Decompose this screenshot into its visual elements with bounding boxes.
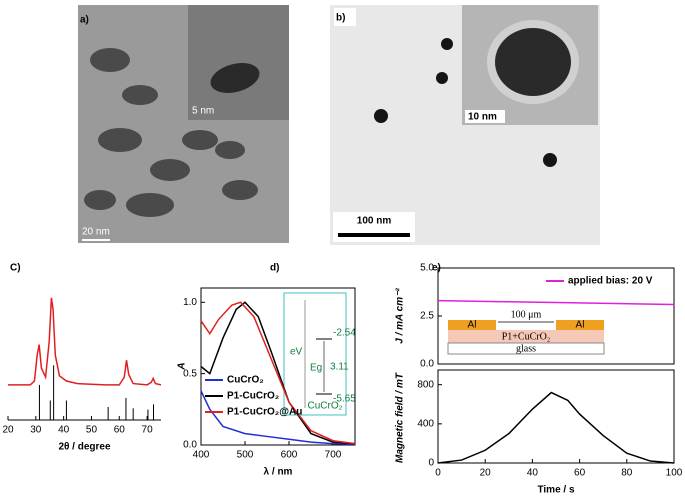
data-line <box>437 391 675 464</box>
x-tick-label: 700 <box>325 450 342 461</box>
x-tick-label: 60 <box>574 468 586 479</box>
y-axis-label: Magnetic field / mT <box>395 372 406 463</box>
x-tick-label: 50 <box>86 425 98 436</box>
scale-label: 5 nm <box>192 106 214 117</box>
scale-label: 100 nm <box>357 216 392 227</box>
y-axis-label: A <box>177 362 188 370</box>
panel-label: C) <box>10 263 21 274</box>
panel-label: b) <box>336 13 345 24</box>
y-tick-label: 400 <box>417 418 434 429</box>
x-axis-label: λ / nm <box>264 467 293 478</box>
x-tick-label: 30 <box>30 425 42 436</box>
y-axis-label: J / mA cm⁻² <box>395 288 406 344</box>
y-tick-label: 1.0 <box>183 297 197 308</box>
legend-label: CuCrO₂ <box>227 375 264 386</box>
legend-label: P1-CuCrO₂ <box>227 391 279 402</box>
y-tick-label: 800 <box>417 379 434 390</box>
electrode <box>556 320 604 330</box>
legend-label: applied bias: 20 V <box>568 276 653 287</box>
scale-label: 10 nm <box>468 112 497 123</box>
y-tick-label: 0.0 <box>183 440 197 451</box>
x-tick-label: 400 <box>193 450 210 461</box>
y-tick-label: 2.5 <box>420 311 434 322</box>
label-bg <box>334 8 356 26</box>
electrode-label: Al <box>576 320 585 331</box>
inset-frame <box>283 292 347 416</box>
particles <box>374 38 557 167</box>
data-line <box>8 297 162 386</box>
panel-label: d) <box>270 263 279 274</box>
x-tick-label: 500 <box>237 450 254 461</box>
scale-bg <box>465 110 505 123</box>
unit-label: eV <box>290 347 303 358</box>
x-tick-label: 0 <box>435 468 441 479</box>
level-label: -2.54 <box>333 328 356 339</box>
data-line <box>200 301 356 445</box>
y-tick-label: 0 <box>428 458 434 469</box>
particle <box>210 63 260 93</box>
film <box>448 330 604 343</box>
data-line <box>200 301 356 445</box>
x-tick-label: 80 <box>621 468 633 479</box>
y-tick-label: 5.0 <box>420 263 434 274</box>
data-line <box>437 299 675 306</box>
x-tick-label: 40 <box>527 468 539 479</box>
x-axis-label: Time / s <box>537 485 574 496</box>
x-tick-label: 40 <box>58 425 70 436</box>
scale-label: 20 nm <box>82 227 110 238</box>
legend-label: P1-CuCrO₂@Au <box>227 407 302 418</box>
x-tick-label: 20 <box>2 425 14 436</box>
panel-label: e) <box>432 263 441 274</box>
y-tick-label: 0.0 <box>420 359 434 370</box>
particles <box>84 48 258 217</box>
inset-image <box>188 5 289 120</box>
x-tick-label: 100 <box>666 468 683 479</box>
x-axis-label: 2θ / degree <box>58 442 111 453</box>
plot-frame <box>437 369 675 464</box>
core <box>495 28 571 96</box>
panel-label: a) <box>80 15 89 26</box>
gap-label: 100 μm <box>511 309 542 320</box>
eg-label: Eg <box>310 363 322 374</box>
x-tick-label: 20 <box>480 468 492 479</box>
y-tick-label: 0.5 <box>183 368 197 379</box>
electrode <box>448 320 496 330</box>
data-line <box>200 390 356 446</box>
substrate <box>447 342 605 355</box>
level-label: -5.65 <box>333 394 356 405</box>
material-label: CuCrO₂ <box>308 401 343 412</box>
gap-label: 3.11 <box>330 362 349 373</box>
electrode-label: Al <box>468 320 477 331</box>
x-tick-label: 70 <box>142 425 154 436</box>
x-tick-label: 60 <box>114 425 126 436</box>
substrate-label: glass <box>516 343 536 354</box>
x-tick-label: 600 <box>281 450 298 461</box>
film-label: P1+CuCrO₂ <box>502 331 551 342</box>
